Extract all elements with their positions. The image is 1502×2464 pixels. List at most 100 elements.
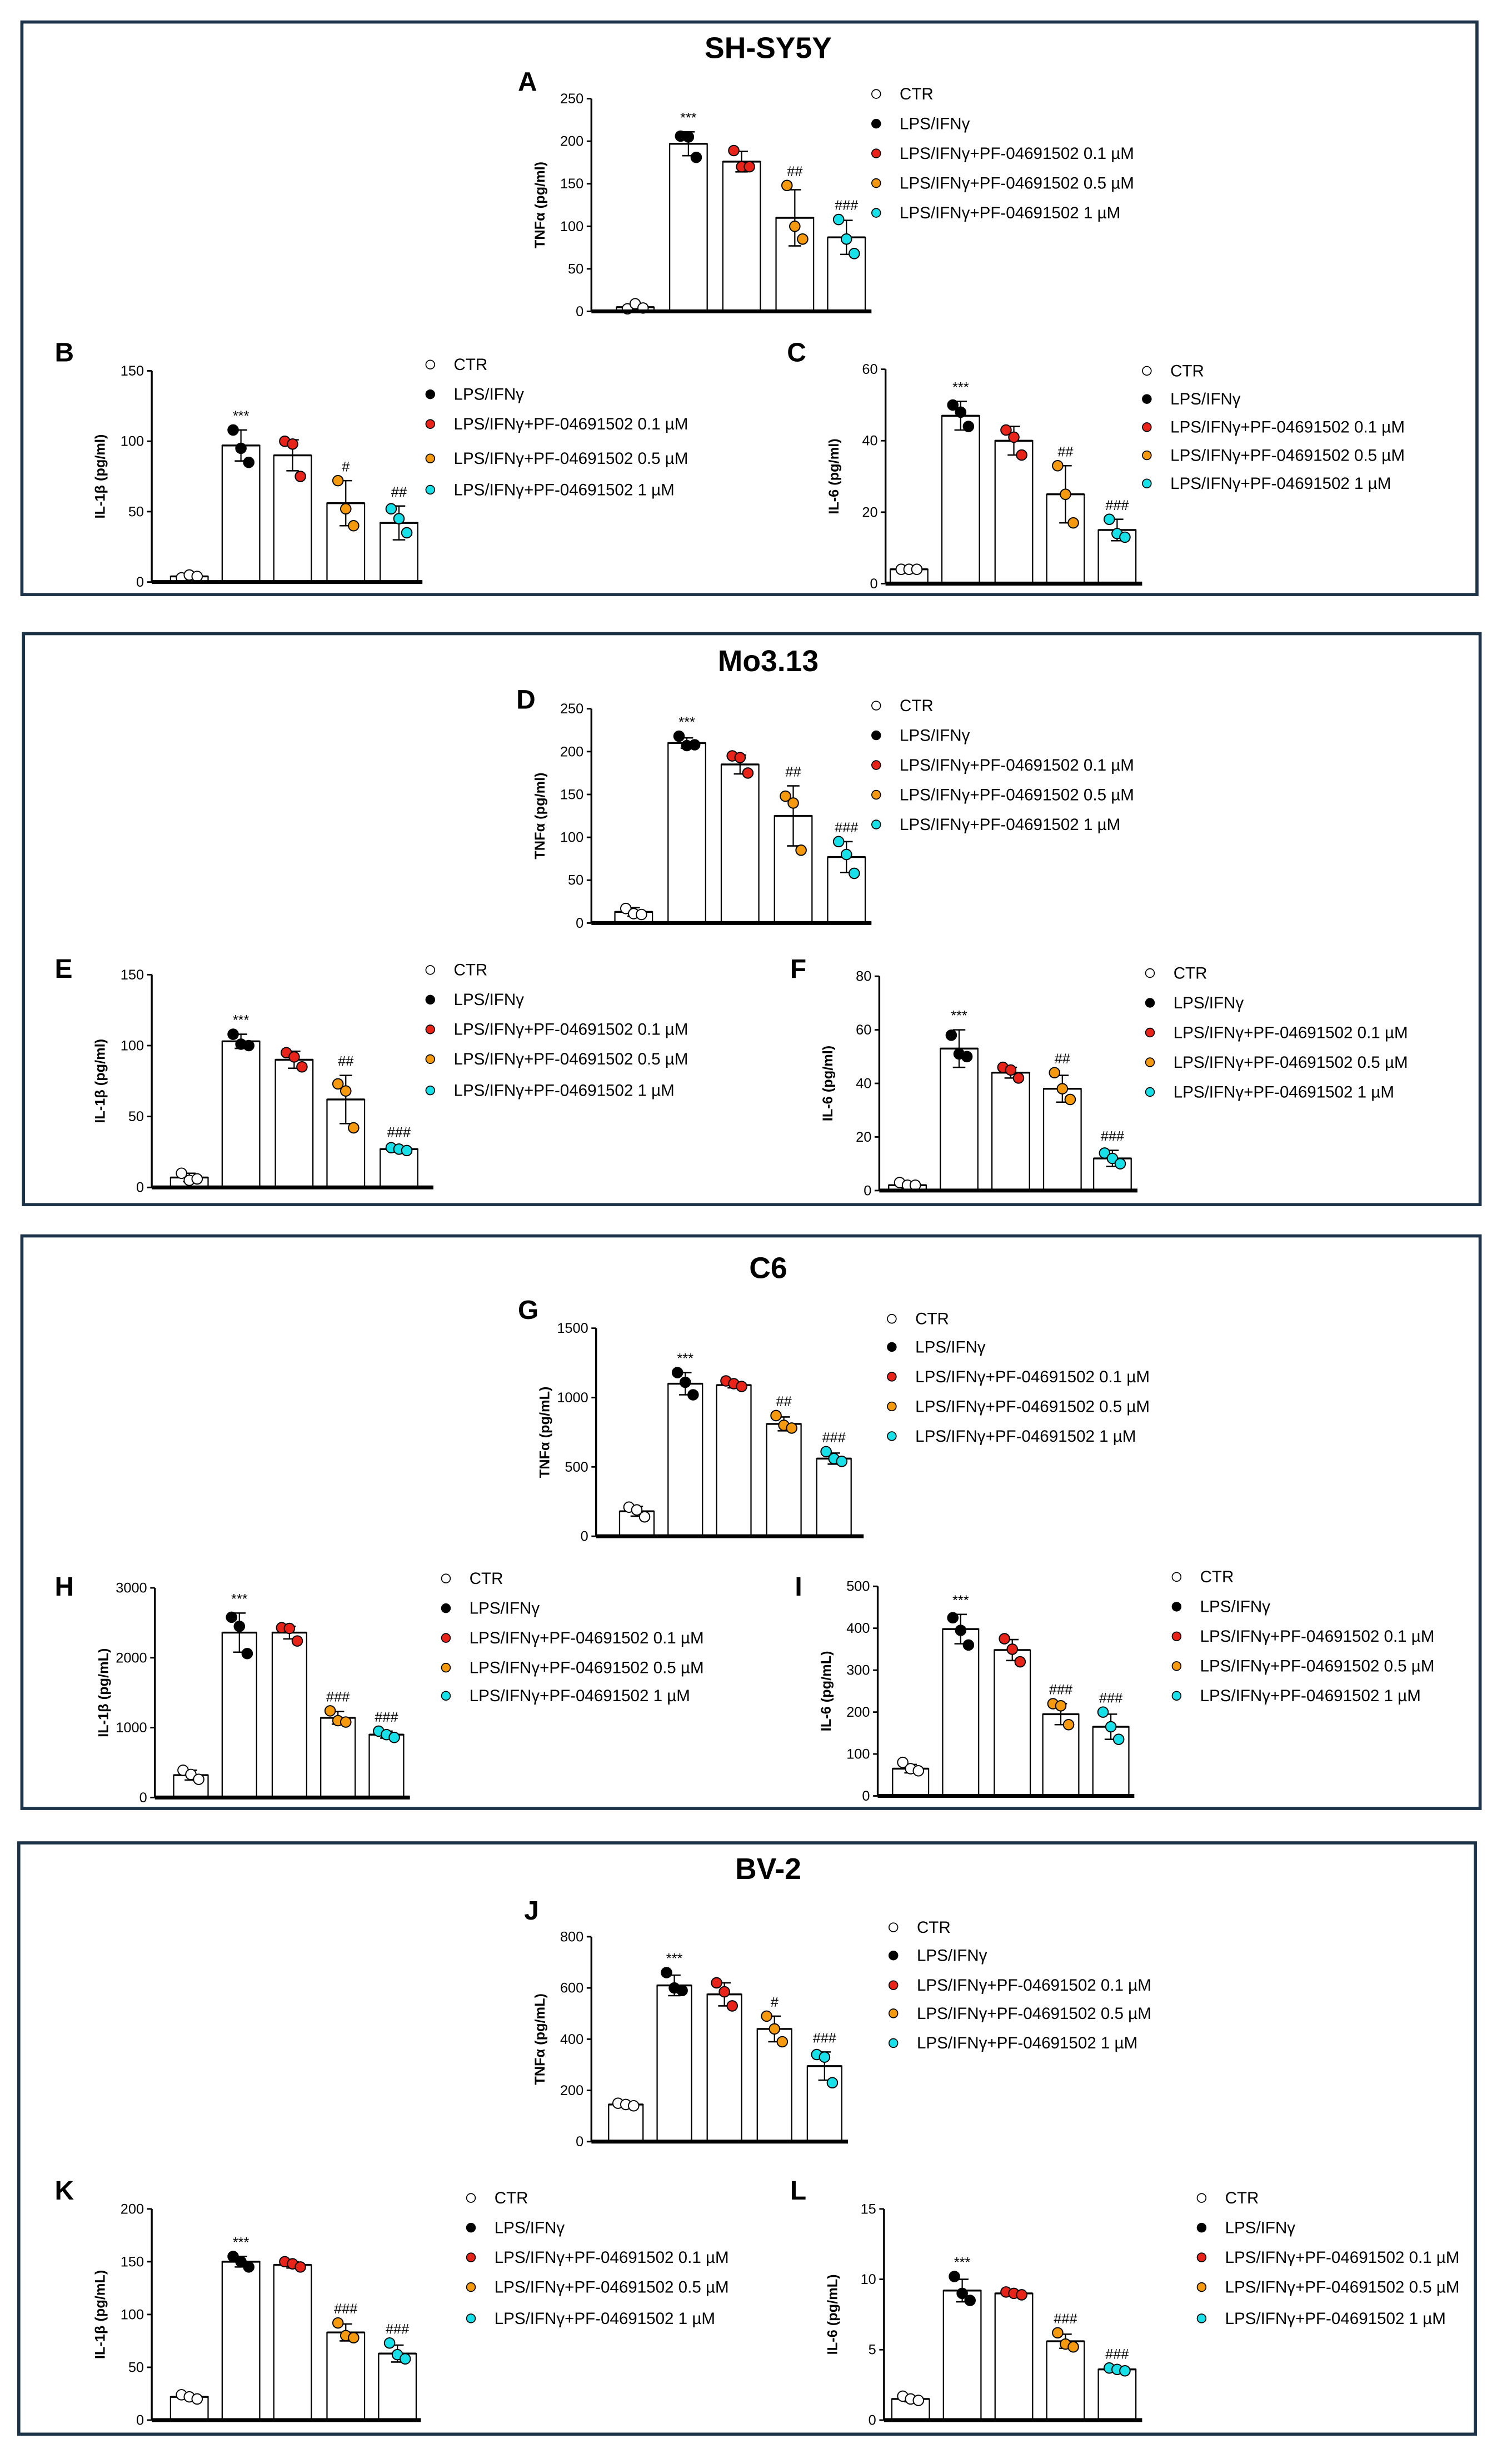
data-point	[332, 1078, 344, 1090]
data-point	[711, 1977, 722, 1989]
data-point	[324, 1705, 336, 1717]
bar	[991, 1072, 1030, 1192]
y-tick-label: 0	[136, 574, 144, 590]
section-title: Mo3.13	[718, 645, 819, 678]
panel-h: H IL-1β (pg/mL) *** ### ### 0 1000 2000 3000 CTR L…	[55, 1570, 704, 1806]
y-tick-label: 20	[862, 504, 877, 520]
panel-letter: K	[55, 2176, 74, 2206]
bar	[368, 1734, 405, 1798]
legend-marker	[466, 2193, 476, 2203]
y-tick-label: 100	[121, 434, 144, 449]
legend-label: LPS/IFNγ+PF-04691502 0.5 µM	[454, 1050, 688, 1068]
legend-marker	[887, 1431, 897, 1441]
data-point	[241, 1647, 253, 1660]
legend-label: LPS/IFNγ+PF-04691502 0.1 µM	[454, 415, 688, 433]
legend-label: LPS/IFNγ+PF-04691502 0.5 µM	[917, 2005, 1151, 2023]
data-point	[383, 2337, 396, 2349]
legend-label: LPS/IFNγ+PF-04691502 1 µM	[1174, 1083, 1394, 1101]
data-point	[962, 421, 975, 432]
legend-label: CTR	[1225, 2189, 1259, 2207]
legend-label: LPS/IFNγ	[454, 386, 525, 404]
data-point	[348, 519, 360, 532]
y-tick-label: 0	[576, 304, 583, 319]
panel-letter: I	[795, 1572, 802, 1602]
legend-label: LPS/IFNγ+PF-04691502 1 µM	[495, 2310, 715, 2328]
y-tick-label: 100	[121, 1038, 144, 1053]
legend-label: LPS/IFNγ+PF-04691502 0.1 µM	[1200, 1627, 1435, 1646]
data-point	[295, 2261, 306, 2273]
legend-label: LPS/IFNγ+PF-04691502 1 µM	[454, 1082, 675, 1100]
legend-marker	[1145, 1027, 1155, 1038]
data-point	[956, 2287, 968, 2300]
data-point	[795, 844, 807, 856]
legend-label: LPS/IFNγ+PF-04691502 0.5 µM	[1170, 446, 1405, 464]
y-tick-label: 60	[856, 1022, 871, 1038]
legend-label: CTR	[1170, 362, 1204, 380]
data-point	[947, 1612, 959, 1624]
panel-letter: B	[55, 338, 74, 368]
legend-marker	[1171, 1691, 1182, 1701]
data-point	[955, 406, 967, 418]
y-tick-label: 15	[861, 2201, 876, 2217]
legend-marker	[887, 1401, 897, 1412]
significance-label: ##	[776, 1394, 792, 1410]
legend-label: LPS/IFNγ+PF-04691502 0.5 µM	[454, 449, 688, 468]
bar	[273, 454, 312, 583]
legend-label: LPS/IFNγ	[900, 114, 970, 133]
legend-marker	[871, 178, 881, 188]
y-tick-label: 1500	[557, 1321, 588, 1336]
y-tick-label: 50	[128, 504, 144, 519]
y-tick-label: 500	[565, 1460, 588, 1475]
y-tick-label: 200	[560, 134, 583, 149]
legend-marker	[466, 2282, 476, 2292]
data-point	[789, 221, 801, 232]
bar	[667, 742, 706, 924]
y-tick-label: 150	[560, 176, 583, 192]
legend-marker	[1171, 1602, 1182, 1612]
significance-label: ##	[785, 764, 801, 780]
data-point	[1119, 531, 1131, 543]
data-point	[638, 1511, 651, 1523]
significance-label: ***	[677, 1351, 693, 1367]
y-axis-label: IL-1β (pg/mL)	[93, 2270, 108, 2359]
data-point	[191, 1173, 203, 1185]
legend-label: LPS/IFNγ+PF-04691502 1 µM	[900, 204, 1120, 222]
data-point	[776, 2036, 789, 2048]
legend: CTR LPS/IFNγ LPS/IFNγ+PF-04691502 0.1 µM LP…	[871, 85, 1134, 222]
legend-marker	[1145, 968, 1155, 978]
significance-label: #	[342, 459, 350, 474]
y-tick-label: 60	[862, 362, 877, 377]
bar	[656, 1985, 692, 2142]
legend-marker	[441, 1633, 451, 1643]
significance-label: ###	[1049, 1682, 1072, 1698]
bar	[706, 1993, 742, 2142]
legend-marker	[425, 1024, 436, 1034]
bar	[326, 2332, 366, 2421]
bar	[942, 2290, 982, 2421]
bar	[994, 440, 1034, 584]
y-tick-label: 200	[560, 744, 583, 759]
legend-label: LPS/IFNγ+PF-04691502 0.1 µM	[1174, 1023, 1408, 1042]
legend-label: LPS/IFNγ+PF-04691502 1 µM	[917, 2034, 1137, 2052]
y-tick-label: 0	[581, 1529, 588, 1545]
legend-marker	[887, 1342, 897, 1352]
data-point	[235, 442, 247, 454]
data-point	[688, 739, 701, 751]
data-point	[340, 1085, 352, 1097]
data-point	[176, 1167, 187, 1179]
y-axis-label: IL-6 (pg/mL)	[819, 1651, 834, 1731]
data-point	[227, 424, 239, 436]
bar	[716, 1384, 752, 1537]
data-point	[679, 1376, 691, 1388]
legend-label: CTR	[900, 85, 934, 103]
significance-label: ***	[233, 2235, 249, 2250]
legend-label: LPS/IFNγ+PF-04691502 0.1 µM	[900, 756, 1134, 774]
bar	[940, 1048, 979, 1192]
legend-marker	[1196, 2252, 1207, 2262]
y-axis-label: TNFα (pg/mL)	[532, 1993, 548, 2085]
legend-label: CTR	[917, 1918, 951, 1937]
data-point	[742, 767, 754, 779]
significance-label: ##	[787, 164, 802, 179]
